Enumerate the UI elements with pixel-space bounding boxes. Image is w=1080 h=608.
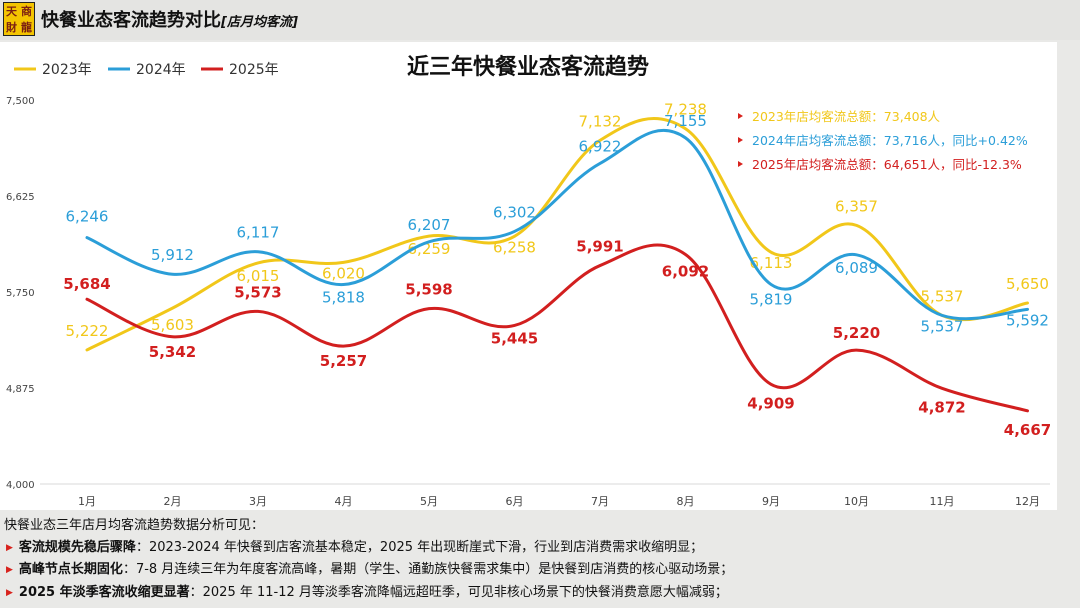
data-label: 5,537: [921, 287, 964, 305]
logo-char: 財: [6, 20, 17, 34]
data-label: 7,132: [579, 112, 622, 130]
data-label: 5,445: [491, 329, 538, 347]
y-tick-label: 4,875: [6, 384, 35, 395]
x-tick-label: 2月: [164, 495, 182, 508]
data-label: 4,909: [747, 394, 794, 412]
x-tick-label: 5月: [420, 495, 438, 508]
x-tick-label: 3月: [249, 495, 267, 508]
data-label: 6,207: [408, 216, 451, 234]
analysis-item-head: 高峰节点长期固化: [18, 562, 123, 577]
legend-label: 2025年: [229, 62, 279, 78]
data-label: 5,220: [833, 324, 880, 342]
annotation-arrow-icon: [738, 113, 743, 119]
analysis-section: 快餐业态三年店月均客流趋势数据分析可见： ▶ 客流规模先稳后骤降：2023-202…: [0, 515, 1080, 608]
logo-char: 龍: [21, 20, 32, 34]
page-header: 天 商 財 龍 快餐业态客流趋势对比[店月均客流]: [0, 0, 1080, 40]
analysis-item-head: 客流规模先稳后骤降: [18, 539, 136, 555]
data-label: 5,912: [151, 246, 194, 264]
series-line: [85, 128, 1029, 321]
x-tick-label: 6月: [506, 495, 524, 508]
bullet-arrow-icon: ▶: [6, 565, 13, 575]
legend-label: 2024年: [136, 62, 186, 78]
data-label: 5,819: [750, 290, 793, 308]
data-label: 5,650: [1006, 275, 1049, 293]
x-tick-label: 12月: [1015, 495, 1040, 508]
annotation-text: 2024年店均客流总额：73,716人，同比+0.42%: [752, 133, 1028, 148]
bullet-arrow-icon: ▶: [6, 542, 13, 553]
logo-char: 商: [21, 4, 32, 18]
data-label: 7,155: [664, 112, 707, 130]
data-label: 4,667: [1004, 421, 1051, 439]
data-label: 5,573: [234, 283, 281, 301]
data-label: 6,015: [237, 267, 280, 285]
y-tick-label: 4,000: [6, 480, 35, 491]
data-label: 5,342: [149, 343, 196, 361]
data-label: 5,592: [1006, 311, 1049, 329]
annotation-text: 2023年店均客流总额：73,408人: [752, 109, 941, 124]
data-label: 5,603: [151, 316, 194, 334]
annotation-arrow-icon: [738, 161, 743, 167]
x-tick-label: 10月: [844, 495, 869, 508]
x-tick-label: 7月: [591, 495, 609, 508]
data-label: 6,092: [662, 262, 709, 280]
y-tick-label: 6,625: [6, 192, 35, 203]
analysis-item-body: ：2025 年 11-12 月等淡季客流降幅远超旺季，可见非核心场景下的快餐消费…: [189, 584, 728, 600]
data-label: 6,357: [835, 197, 878, 215]
x-tick-label: 9月: [762, 495, 780, 508]
page-title: 快餐业态客流趋势对比[店月均客流]: [41, 6, 298, 32]
x-tick-label: 4月: [335, 495, 353, 508]
x-tick-label: 1月: [78, 495, 96, 508]
bullet-arrow-icon: ▶: [6, 587, 13, 598]
series-line: [85, 243, 1029, 413]
logo-char: 天: [6, 4, 17, 18]
data-label: 5,257: [320, 352, 367, 370]
legend-label: 2023年: [42, 62, 92, 78]
data-label: 6,246: [66, 208, 109, 226]
analysis-item-body: ：7-8 月连续三年为年度客流高峰，暑期（学生、通勤族快餐需求集中）是快餐到店消…: [122, 562, 734, 577]
chart-panel: 近三年快餐业态客流趋势 2023年 2024年 2025年 4,000 4,875 5,75…: [0, 42, 1057, 510]
data-label: 5,991: [576, 238, 623, 256]
brand-logo: 天 商 財 龍: [3, 2, 35, 36]
data-label: 6,113: [750, 254, 793, 272]
data-label: 6,117: [237, 224, 280, 242]
analysis-item-body: ：2023-2024 年快餐到店客流基本稳定，2025 年出现断崖式下滑，行业到…: [135, 539, 704, 555]
line-chart: 近三年快餐业态客流趋势 2023年 2024年 2025年 4,000 4,875 5,75…: [6, 54, 1051, 508]
series-line: [85, 116, 1029, 352]
data-label: 6,258: [493, 238, 536, 256]
x-tick-label: 8月: [677, 495, 695, 508]
page-title-text: 快餐业态客流趋势对比: [41, 10, 221, 31]
x-tick-label: 11月: [930, 495, 955, 508]
data-label: 6,302: [493, 203, 536, 221]
annotation-arrow-icon: [738, 137, 743, 143]
analysis-intro: 快餐业态三年店月均客流趋势数据分析可见：: [4, 518, 265, 533]
analysis-item: ▶ 高峰节点长期固化：7-8 月连续三年为年度客流高峰，暑期（学生、通勤族快餐需求…: [0, 559, 1080, 582]
data-label: 5,222: [66, 322, 109, 340]
analysis-item: ▶ 2025 年淡季客流收缩更显著：2025 年 11-12 月等淡季客流降幅远超…: [0, 582, 1080, 605]
data-label: 4,872: [918, 398, 965, 416]
annotation-text: 2025年店均客流总额：64,651人，同比-12.3%: [752, 157, 1022, 172]
y-tick-label: 5,750: [6, 288, 35, 299]
page-subtitle: [店月均客流]: [221, 15, 298, 30]
data-label: 6,922: [579, 137, 622, 155]
analysis-item-head: 2025 年淡季客流收缩更显著: [18, 584, 190, 600]
data-label: 7,238: [664, 101, 707, 119]
data-label: 6,020: [322, 264, 365, 282]
data-label: 5,684: [63, 275, 110, 293]
analysis-item: ▶ 客流规模先稳后骤降：2023-2024 年快餐到店客流基本稳定，2025 年出…: [0, 537, 1080, 560]
data-label: 6,089: [835, 259, 878, 277]
chart-title: 近三年快餐业态客流趋势: [407, 54, 649, 80]
data-label: 5,818: [322, 289, 365, 307]
y-tick-label: 7,500: [6, 96, 35, 107]
data-label: 5,598: [405, 281, 452, 299]
data-label: 5,537: [921, 317, 964, 335]
